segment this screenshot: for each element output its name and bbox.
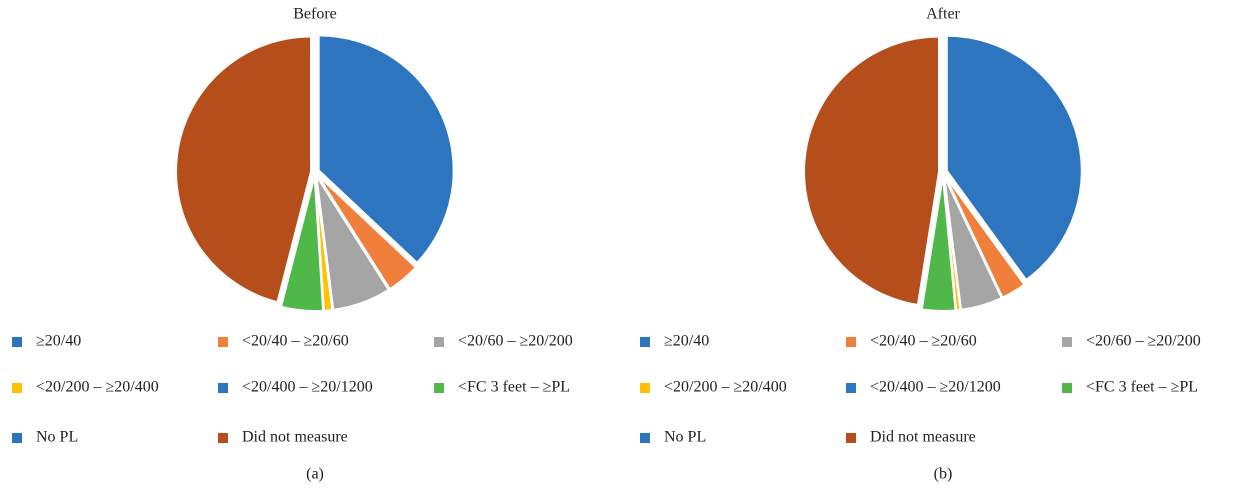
legend-label: <20/60 – ≥20/200 [1086,333,1201,350]
chart-title: Before [293,6,337,23]
legend-marker [434,337,444,347]
legend-label: <20/40 – ≥20/60 [870,333,977,350]
legend-label: <20/200 – ≥20/400 [36,379,159,396]
legend-marker [846,383,856,393]
legend-label: <FC 3 feet – ≥PL [458,379,570,396]
legend-marker [640,433,650,443]
legend-marker [218,433,228,443]
legend-marker [12,383,22,393]
legend-label: No PL [36,429,78,446]
legend-label: ≥20/40 [664,333,709,350]
legend-label: <FC 3 feet – ≥PL [1086,379,1198,396]
chart-title: After [926,6,960,23]
pie-slice [316,174,418,291]
pie-slice [279,175,315,307]
legend-marker [218,337,228,347]
pie-slice [315,175,391,311]
legend-label: <20/200 – ≥20/400 [664,379,787,396]
legend-label: <20/400 – ≥20/1200 [870,379,1001,396]
legend-label: Did not measure [242,429,348,446]
legend-label: <20/40 – ≥20/60 [242,333,349,350]
legend-marker [640,337,650,347]
legend-label: Did not measure [870,429,976,446]
legend-label: <20/60 – ≥20/200 [458,333,573,350]
caption: (b) [934,466,953,483]
legend-marker [218,383,228,393]
legend-marker [1062,337,1072,347]
legend-label: <20/400 – ≥20/1200 [242,379,373,396]
pie-slice [317,34,455,265]
caption: (a) [306,466,324,483]
pie-slice [803,35,941,307]
legend-marker [12,337,22,347]
legend-marker [846,433,856,443]
legend-label: No PL [664,429,706,446]
legend-marker [12,433,22,443]
legend-marker [640,383,650,393]
legend-marker [846,337,856,347]
pie-slice [945,34,1083,282]
legend-label: ≥20/40 [36,333,81,350]
legend-marker [434,383,444,393]
pie-slice [175,35,313,304]
pie-slice [944,174,1026,299]
legend-marker [1062,383,1072,393]
